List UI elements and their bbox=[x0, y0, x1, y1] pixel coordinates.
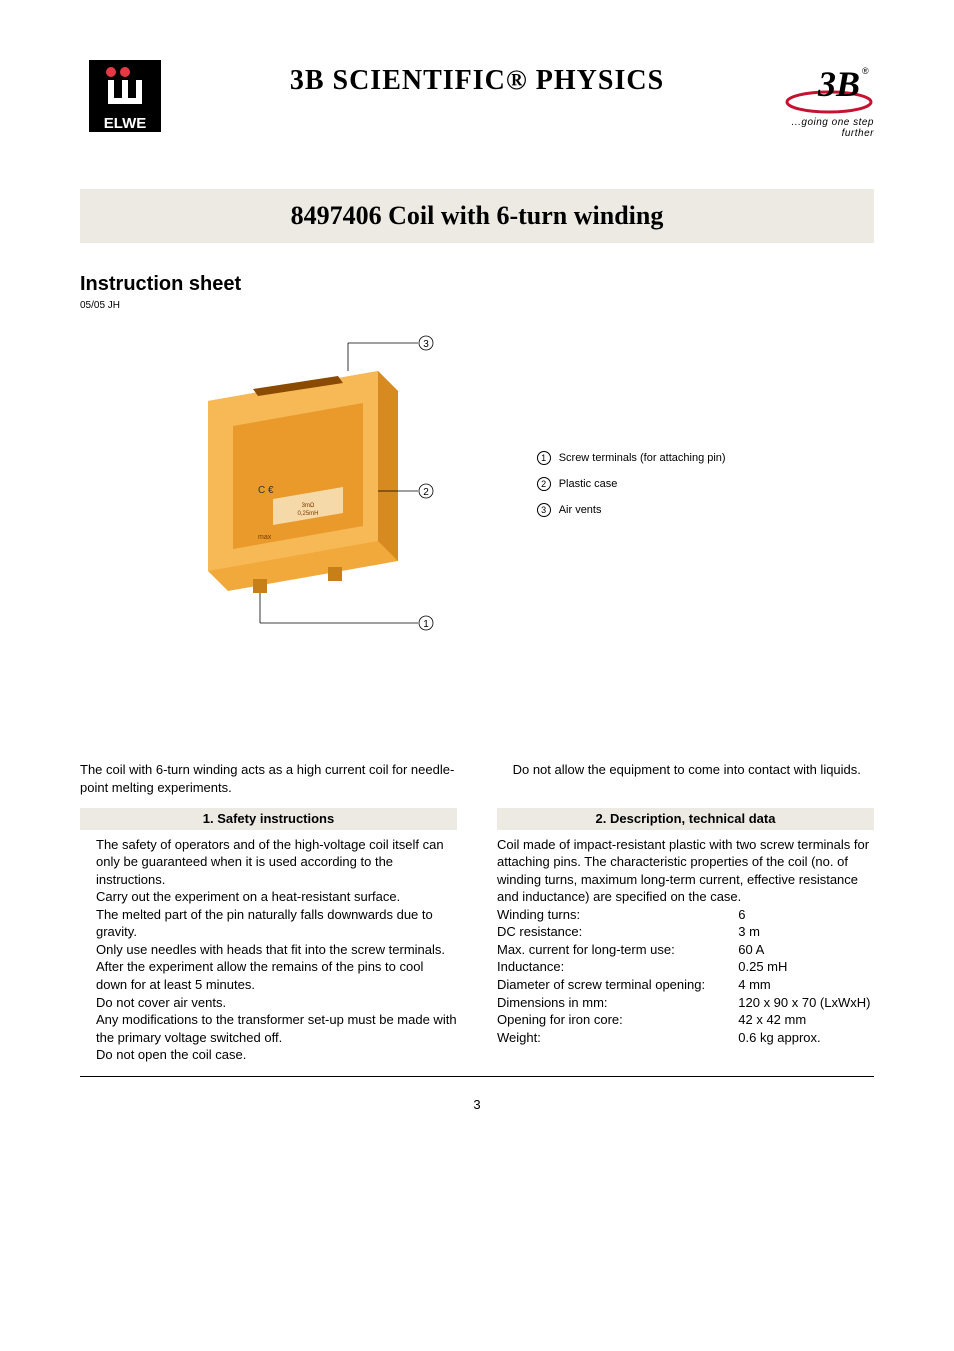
svg-text:2: 2 bbox=[424, 487, 430, 498]
svg-text:3mΩ: 3mΩ bbox=[302, 503, 315, 509]
svg-text:®: ® bbox=[862, 66, 869, 76]
coil-illustration: 3 C € 3mΩ 0,25mH max 2 bbox=[138, 331, 458, 641]
spec-label: Dimensions in mm: bbox=[497, 994, 738, 1012]
safety-line: Carry out the experiment on a heat-resis… bbox=[96, 888, 457, 906]
spec-value: 6 bbox=[738, 906, 874, 924]
spec-label: Inductance: bbox=[497, 958, 738, 976]
spec-label: DC resistance: bbox=[497, 923, 738, 941]
svg-text:3B: 3B bbox=[817, 64, 860, 104]
legend-text: Screw terminals (for attaching pin) bbox=[559, 447, 726, 469]
legend-num-icon: 2 bbox=[537, 477, 551, 491]
safety-heading: 1. Safety instructions bbox=[80, 808, 457, 830]
spec-value: 0.6 kg approx. bbox=[738, 1029, 874, 1047]
elwe-logo-icon: ELWE bbox=[89, 60, 161, 132]
legend-text: Air vents bbox=[559, 499, 602, 521]
table-row: DC resistance:3 m bbox=[497, 923, 874, 941]
tech-column: 2. Description, technical data Coil made… bbox=[497, 808, 874, 1064]
spec-label: Opening for iron core: bbox=[497, 1011, 738, 1029]
safety-line: Any modifications to the transformer set… bbox=[96, 1011, 457, 1046]
svg-text:C €: C € bbox=[258, 485, 274, 496]
safety-line: After the experiment allow the remains o… bbox=[96, 958, 457, 993]
spec-label: Max. current for long-term use: bbox=[497, 941, 738, 959]
threeb-logo-icon: 3B ® bbox=[784, 60, 874, 115]
tagline: ...going one step further bbox=[784, 117, 874, 139]
product-title: 8497406 Coil with 6-turn winding bbox=[80, 189, 874, 243]
figure-legend: 1 Screw terminals (for attaching pin) 2 … bbox=[517, 447, 874, 525]
table-row: Inductance:0.25 mH bbox=[497, 958, 874, 976]
svg-text:max: max bbox=[258, 534, 272, 541]
legend-item: 2 Plastic case bbox=[537, 473, 874, 495]
spec-value: 4 mm bbox=[738, 976, 874, 994]
table-row: Diameter of screw terminal opening:4 mm bbox=[497, 976, 874, 994]
table-row: Max. current for long-term use:60 A bbox=[497, 941, 874, 959]
table-row: Winding turns:6 bbox=[497, 906, 874, 924]
legend-num-icon: 3 bbox=[537, 503, 551, 517]
spec-value: 60 A bbox=[738, 941, 874, 959]
tech-heading: 2. Description, technical data bbox=[497, 808, 874, 830]
spec-label: Diameter of screw terminal opening: bbox=[497, 976, 738, 994]
instruction-heading: Instruction sheet bbox=[80, 273, 874, 296]
tech-desc: Coil made of impact-resistant plastic wi… bbox=[497, 836, 874, 906]
brand-title: 3B SCIENTIFIC® PHYSICS bbox=[170, 65, 784, 97]
table-row: Opening for iron core:42 x 42 mm bbox=[497, 1011, 874, 1029]
intro-left: The coil with 6-turn winding acts as a h… bbox=[80, 761, 457, 796]
table-row: Weight:0.6 kg approx. bbox=[497, 1029, 874, 1047]
doc-ref: 05/05 JH bbox=[80, 300, 874, 311]
legend-text: Plastic case bbox=[559, 473, 618, 495]
legend-item: 3 Air vents bbox=[537, 499, 874, 521]
page-number: 3 bbox=[80, 1097, 874, 1112]
legend-item: 1 Screw terminals (for attaching pin) bbox=[537, 447, 874, 469]
svg-text:3: 3 bbox=[424, 339, 430, 350]
safety-line: Only use needles with heads that fit int… bbox=[96, 941, 457, 959]
intro-right: Do not allow the equipment to come into … bbox=[497, 761, 874, 796]
svg-text:1: 1 bbox=[424, 619, 430, 630]
spec-label: Winding turns: bbox=[497, 906, 738, 924]
intro-row: The coil with 6-turn winding acts as a h… bbox=[80, 761, 874, 796]
spec-value: 120 x 90 x 70 (LxWxH) bbox=[738, 994, 874, 1012]
header: ELWE 3B SCIENTIFIC® PHYSICS 3B ® ...goin… bbox=[80, 60, 874, 139]
product-figure: 3 C € 3mΩ 0,25mH max 2 bbox=[80, 331, 517, 641]
spec-label: Weight: bbox=[497, 1029, 738, 1047]
legend-num-icon: 1 bbox=[537, 451, 551, 465]
figure-row: 3 C € 3mΩ 0,25mH max 2 bbox=[80, 331, 874, 641]
content-columns: 1. Safety instructions The safety of ope… bbox=[80, 808, 874, 1077]
svg-text:ELWE: ELWE bbox=[104, 115, 147, 132]
elwe-logo: ELWE bbox=[80, 60, 170, 132]
spec-value: 3 m bbox=[738, 923, 874, 941]
safety-line: Do not open the coil case. bbox=[96, 1046, 457, 1064]
safety-line: Do not cover air vents. bbox=[96, 994, 457, 1012]
svg-text:0,25mH: 0,25mH bbox=[298, 511, 319, 517]
safety-body: The safety of operators and of the high-… bbox=[80, 836, 457, 1064]
threeb-logo: 3B ® ...going one step further bbox=[784, 60, 874, 139]
spec-table: Winding turns:6 DC resistance:3 m Max. c… bbox=[497, 906, 874, 1046]
spec-value: 42 x 42 mm bbox=[738, 1011, 874, 1029]
spec-value: 0.25 mH bbox=[738, 958, 874, 976]
safety-line: The safety of operators and of the high-… bbox=[96, 836, 457, 889]
safety-line: The melted part of the pin naturally fal… bbox=[96, 906, 457, 941]
table-row: Dimensions in mm:120 x 90 x 70 (LxWxH) bbox=[497, 994, 874, 1012]
safety-column: 1. Safety instructions The safety of ope… bbox=[80, 808, 457, 1064]
